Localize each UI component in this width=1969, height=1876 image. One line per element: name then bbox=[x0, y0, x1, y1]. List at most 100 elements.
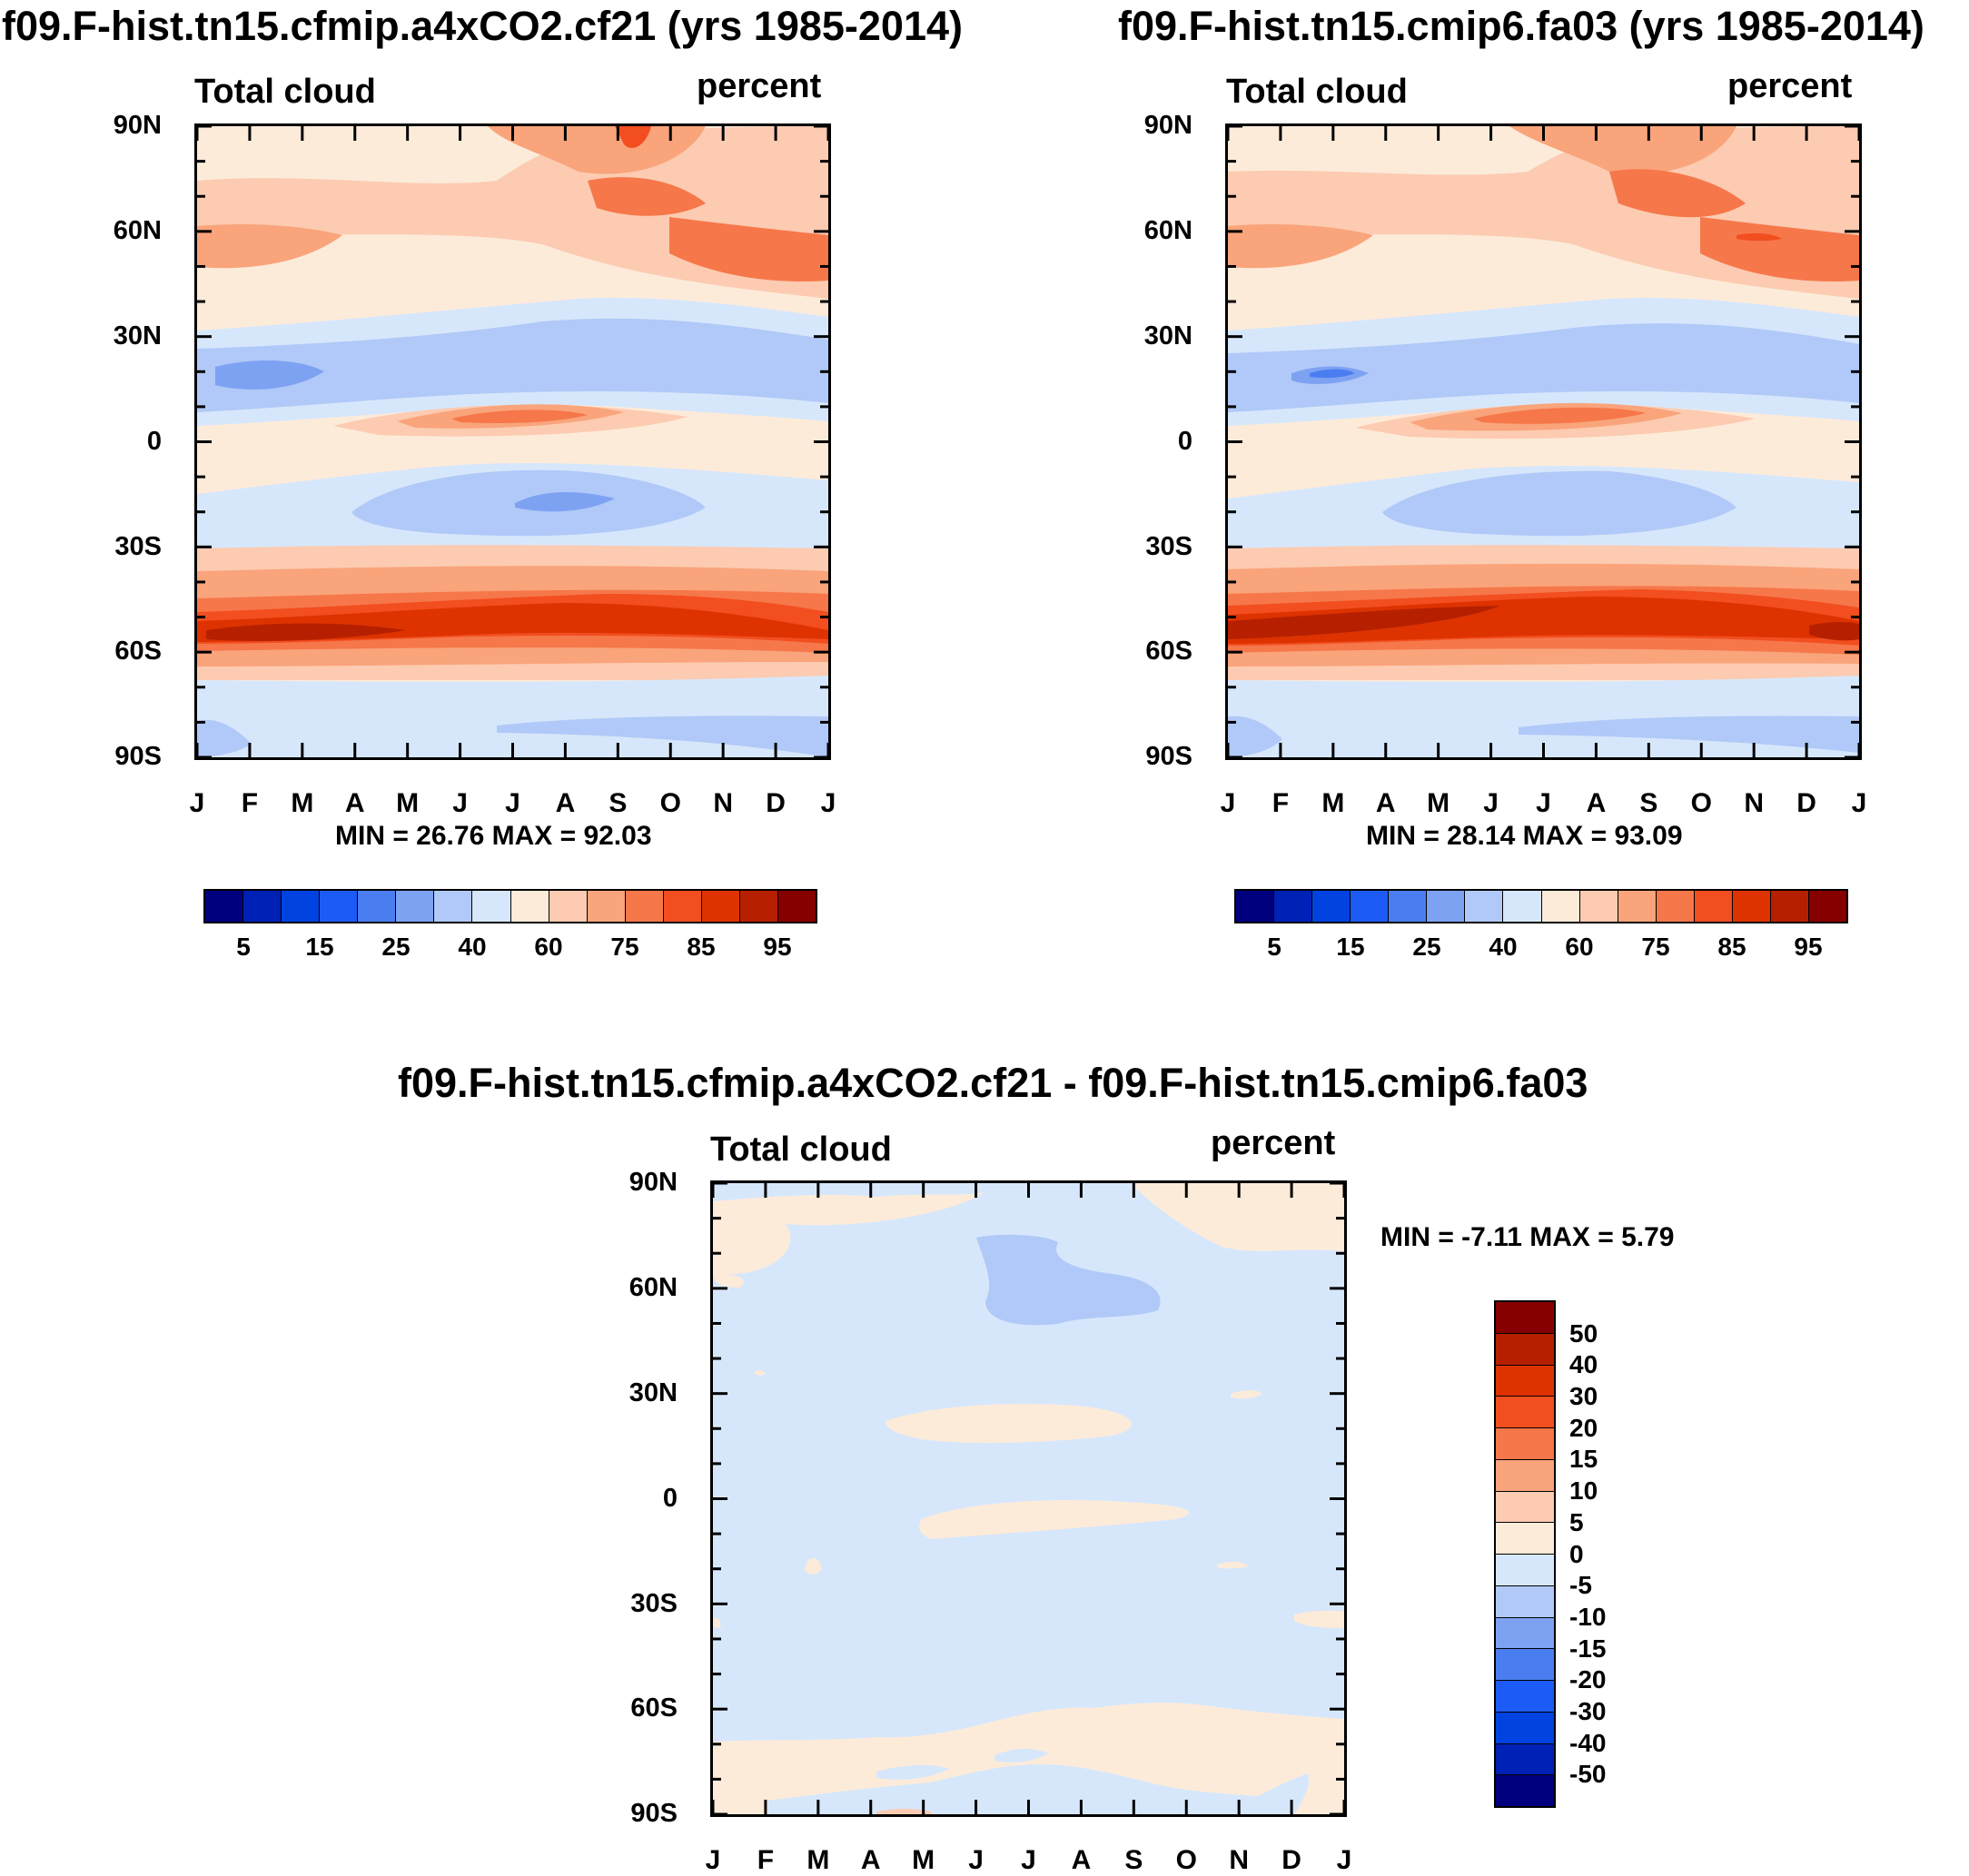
contour-fill bbox=[713, 1183, 1344, 1814]
x-tick-label: A bbox=[1375, 788, 1396, 818]
x-tick-label: J bbox=[705, 1845, 721, 1875]
colorbar-label: 75 bbox=[610, 933, 639, 961]
colorbar-label: 25 bbox=[1412, 933, 1441, 961]
units-label: percent bbox=[1211, 1124, 1336, 1162]
x-tick-label: J bbox=[820, 788, 836, 818]
colorbar-label: 50 bbox=[1569, 1318, 1598, 1348]
x-tick-label: J bbox=[968, 1845, 984, 1875]
x-tick-label: J bbox=[505, 788, 520, 818]
colorbar-swatch bbox=[1427, 891, 1466, 922]
colorbar-label: 75 bbox=[1641, 933, 1670, 961]
colorbar-swatch bbox=[1496, 1397, 1554, 1428]
y-tick-label: 90N bbox=[628, 1168, 678, 1197]
x-tick-label: M bbox=[396, 788, 420, 818]
colorbar-label: 15 bbox=[1336, 933, 1365, 961]
colorbar-label: 20 bbox=[1569, 1413, 1598, 1442]
colorbar-swatch bbox=[1496, 1649, 1554, 1681]
y-tick-label: 90S bbox=[1145, 742, 1192, 771]
colorbar-swatch bbox=[1496, 1333, 1554, 1366]
y-tick-label: 90N bbox=[1143, 111, 1192, 140]
colorbar-label: 0 bbox=[1569, 1539, 1584, 1568]
x-tick-label: F bbox=[1271, 788, 1290, 818]
colorbar-swatch bbox=[1496, 1302, 1554, 1334]
x-tick-label: O bbox=[1690, 788, 1712, 818]
contour-plot bbox=[1225, 123, 1862, 760]
colorbar-label: 40 bbox=[458, 933, 487, 961]
units-label: percent bbox=[1727, 67, 1853, 105]
colorbar-swatch bbox=[625, 891, 664, 922]
colorbar-swatch bbox=[1496, 1491, 1554, 1524]
y-tick-label: 30S bbox=[114, 532, 162, 561]
y-tick-label: 60N bbox=[113, 216, 162, 245]
colorbar-swatch bbox=[1496, 1428, 1554, 1460]
colorbar bbox=[1234, 889, 1848, 923]
colorbar-swatch bbox=[472, 891, 511, 922]
x-tick-label: S bbox=[1124, 1845, 1143, 1875]
colorbar-swatch bbox=[1496, 1681, 1554, 1713]
x-tick-label: F bbox=[757, 1845, 775, 1875]
colorbar-label: 60 bbox=[1565, 933, 1594, 961]
contour-plot bbox=[194, 123, 831, 760]
colorbar-label: 40 bbox=[1489, 933, 1518, 961]
colorbar-label: 15 bbox=[1569, 1445, 1598, 1474]
x-tick-label: A bbox=[344, 788, 365, 818]
colorbar-swatch bbox=[1496, 1775, 1554, 1806]
colorbar-swatch bbox=[1351, 891, 1390, 922]
y-tick-label: 0 bbox=[662, 1484, 678, 1513]
colorbar-swatch bbox=[701, 891, 740, 922]
colorbar-swatch bbox=[1496, 1365, 1554, 1397]
y-tick-label: 30N bbox=[113, 321, 162, 351]
plot-title: f09.F-hist.tn15.cfmip.a4xCO2.cf21 (yrs 1… bbox=[2, 3, 963, 49]
contour-fill bbox=[197, 126, 828, 757]
x-tick-label: D bbox=[1281, 1845, 1301, 1875]
colorbar-label: 5 bbox=[1267, 933, 1281, 961]
colorbar-swatch bbox=[739, 891, 778, 922]
colorbar-swatch bbox=[1808, 891, 1846, 922]
y-tick-label: 30S bbox=[630, 1589, 678, 1618]
colorbar-swatch bbox=[1496, 1743, 1554, 1776]
colorbar-label: 15 bbox=[305, 933, 334, 961]
colorbar-label: 5 bbox=[1569, 1507, 1584, 1536]
y-tick-label: 60S bbox=[630, 1693, 678, 1723]
variable-label: Total cloud bbox=[1226, 73, 1408, 111]
colorbar-swatch bbox=[1579, 891, 1618, 922]
colorbar-label: 95 bbox=[763, 933, 792, 961]
x-tick-label: D bbox=[766, 788, 786, 818]
colorbar-label: -30 bbox=[1569, 1696, 1607, 1725]
y-tick-label: 0 bbox=[1177, 427, 1192, 456]
x-tick-label: N bbox=[713, 788, 733, 818]
colorbar-label: -20 bbox=[1569, 1665, 1607, 1694]
colorbar-swatch bbox=[1656, 891, 1695, 922]
colorbar-swatch bbox=[1496, 1585, 1554, 1618]
y-tick-label: 0 bbox=[146, 427, 162, 456]
min-max-readout: MIN = 26.76 MAX = 92.03 bbox=[335, 821, 652, 851]
x-tick-label: A bbox=[860, 1845, 881, 1875]
x-tick-label: J bbox=[452, 788, 468, 818]
x-tick-label: J bbox=[1536, 788, 1551, 818]
x-tick-label: M bbox=[1427, 788, 1450, 818]
variable-label: Total cloud bbox=[710, 1131, 892, 1169]
x-tick-label: J bbox=[1021, 1845, 1036, 1875]
y-tick-label: 90S bbox=[114, 742, 162, 771]
colorbar-swatch bbox=[1312, 891, 1351, 922]
contour-fill bbox=[1228, 126, 1859, 757]
colorbar-swatch bbox=[1496, 1555, 1554, 1586]
variable-label: Total cloud bbox=[194, 73, 376, 111]
x-tick-label: S bbox=[1639, 788, 1658, 818]
colorbar-swatch bbox=[1770, 891, 1809, 922]
x-tick-label: A bbox=[1071, 1845, 1092, 1875]
x-tick-label: M bbox=[291, 788, 314, 818]
x-tick-label: M bbox=[1321, 788, 1345, 818]
colorbar-swatch bbox=[282, 891, 321, 922]
y-tick-label: 60N bbox=[628, 1273, 678, 1302]
colorbar-swatch bbox=[549, 891, 588, 922]
colorbar-label: 85 bbox=[687, 933, 716, 961]
colorbar-label: -5 bbox=[1569, 1571, 1592, 1600]
colorbar-label: 95 bbox=[1794, 933, 1823, 961]
y-tick-label: 90N bbox=[113, 111, 162, 140]
x-tick-label: O bbox=[1175, 1845, 1197, 1875]
colorbar-swatch bbox=[1389, 891, 1428, 922]
colorbar-swatch bbox=[587, 891, 626, 922]
plot-title: f09.F-hist.tn15.cmip6.fa03 (yrs 1985-201… bbox=[1118, 3, 1924, 49]
y-tick-label: 30N bbox=[1143, 321, 1192, 351]
